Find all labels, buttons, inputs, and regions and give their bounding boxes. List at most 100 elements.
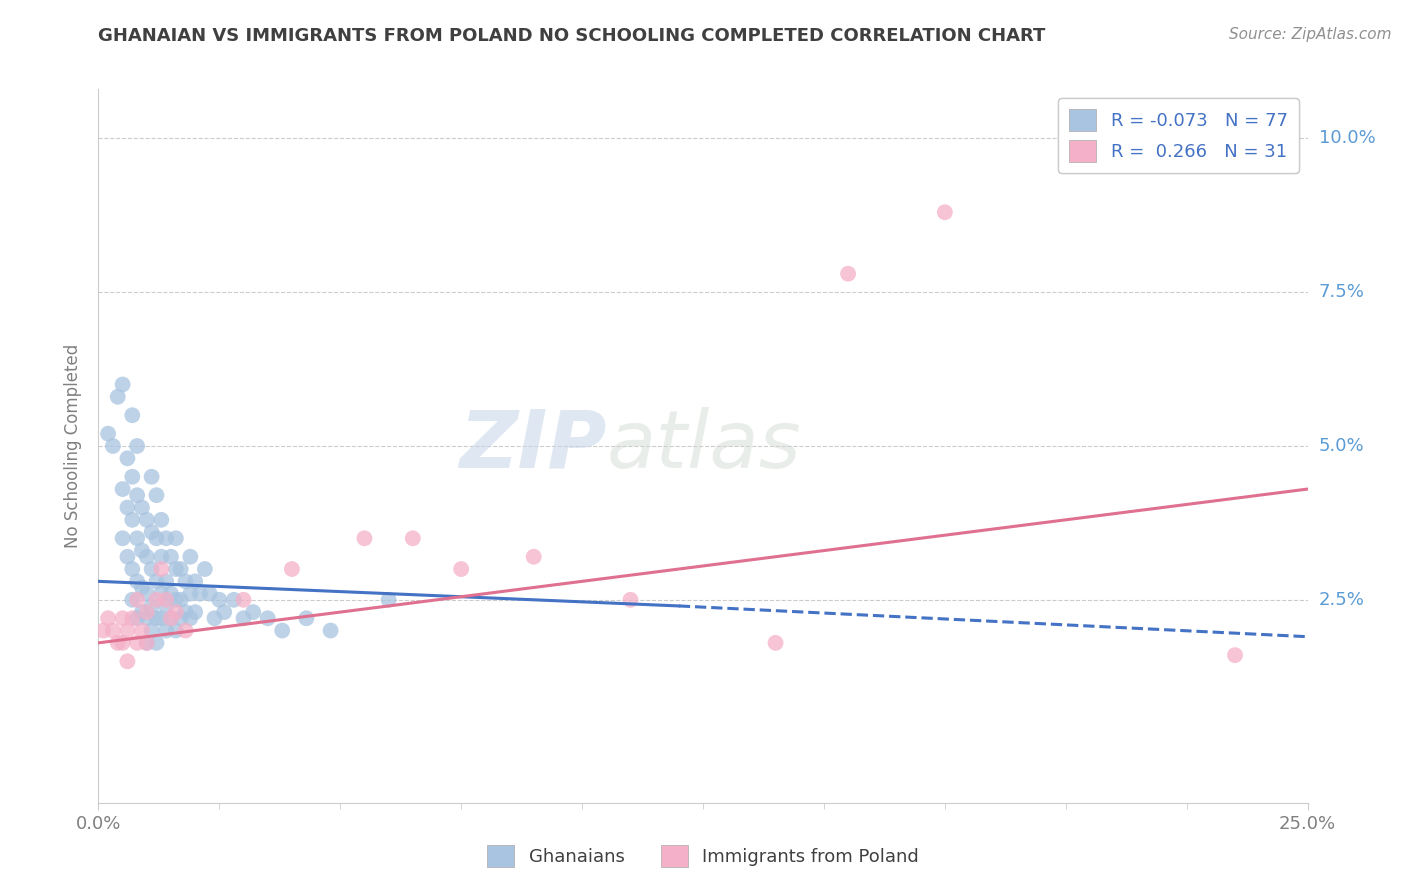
Point	[141, 525, 163, 540]
Point	[127, 574, 149, 589]
Point	[523, 549, 546, 564]
Point	[155, 574, 177, 589]
Point	[141, 469, 163, 483]
Point	[135, 587, 157, 601]
Point	[165, 531, 187, 545]
Point	[111, 636, 134, 650]
Point	[121, 469, 143, 483]
Point	[155, 624, 177, 638]
Point	[160, 549, 183, 564]
Point	[135, 605, 157, 619]
Point	[111, 377, 134, 392]
Point	[145, 574, 167, 589]
Legend: Ghanaians, Immigrants from Poland: Ghanaians, Immigrants from Poland	[479, 838, 927, 874]
Point	[91, 624, 114, 638]
Point	[165, 592, 187, 607]
Point	[121, 513, 143, 527]
Point	[127, 439, 149, 453]
Point	[256, 611, 278, 625]
Point	[97, 426, 120, 441]
Point	[145, 488, 167, 502]
Point	[198, 587, 221, 601]
Point	[117, 624, 139, 638]
Point	[111, 531, 134, 545]
Point	[121, 611, 143, 625]
Point	[194, 562, 217, 576]
Point	[111, 611, 134, 625]
Point	[121, 409, 143, 423]
Point	[208, 592, 231, 607]
Point	[155, 531, 177, 545]
Point	[402, 531, 425, 545]
Point	[155, 592, 177, 607]
Point	[169, 562, 191, 576]
Point	[150, 549, 173, 564]
Point	[1223, 648, 1246, 662]
Point	[135, 636, 157, 650]
Point	[271, 624, 294, 638]
Text: 2.5%: 2.5%	[1319, 591, 1365, 609]
Point	[135, 636, 157, 650]
Point	[150, 587, 173, 601]
Point	[353, 531, 375, 545]
Point	[131, 581, 153, 595]
Point	[184, 574, 207, 589]
Point	[145, 531, 167, 545]
Point	[107, 390, 129, 404]
Point	[135, 611, 157, 625]
Point	[319, 624, 342, 638]
Point	[765, 636, 787, 650]
Point	[188, 587, 211, 601]
Text: atlas: atlas	[606, 407, 801, 485]
Point	[141, 624, 163, 638]
Point	[377, 592, 399, 607]
Point	[165, 624, 187, 638]
Point	[135, 513, 157, 527]
Text: Source: ZipAtlas.com: Source: ZipAtlas.com	[1229, 27, 1392, 42]
Point	[127, 488, 149, 502]
Point	[131, 543, 153, 558]
Point	[934, 205, 956, 219]
Point	[295, 611, 318, 625]
Point	[160, 587, 183, 601]
Point	[174, 624, 197, 638]
Text: 7.5%: 7.5%	[1319, 283, 1365, 301]
Point	[179, 587, 201, 601]
Point	[169, 592, 191, 607]
Point	[121, 562, 143, 576]
Point	[837, 267, 859, 281]
Point	[450, 562, 472, 576]
Point	[127, 592, 149, 607]
Text: GHANAIAN VS IMMIGRANTS FROM POLAND NO SCHOOLING COMPLETED CORRELATION CHART: GHANAIAN VS IMMIGRANTS FROM POLAND NO SC…	[98, 27, 1046, 45]
Point	[141, 562, 163, 576]
Point	[101, 624, 124, 638]
Point	[127, 636, 149, 650]
Point	[160, 611, 183, 625]
Point	[111, 482, 134, 496]
Y-axis label: No Schooling Completed: No Schooling Completed	[65, 344, 83, 548]
Point	[212, 605, 235, 619]
Point	[117, 500, 139, 515]
Point	[232, 611, 254, 625]
Point	[222, 592, 245, 607]
Point	[135, 549, 157, 564]
Point	[184, 605, 207, 619]
Legend: R = -0.073   N = 77, R =  0.266   N = 31: R = -0.073 N = 77, R = 0.266 N = 31	[1059, 98, 1299, 173]
Point	[150, 611, 173, 625]
Point	[97, 611, 120, 625]
Point	[145, 592, 167, 607]
Point	[141, 599, 163, 613]
Point	[117, 549, 139, 564]
Point	[281, 562, 304, 576]
Point	[117, 654, 139, 668]
Point	[150, 562, 173, 576]
Point	[107, 636, 129, 650]
Point	[117, 451, 139, 466]
Point	[179, 611, 201, 625]
Point	[127, 611, 149, 625]
Point	[150, 513, 173, 527]
Point	[145, 636, 167, 650]
Point	[165, 562, 187, 576]
Point	[155, 599, 177, 613]
Point	[160, 611, 183, 625]
